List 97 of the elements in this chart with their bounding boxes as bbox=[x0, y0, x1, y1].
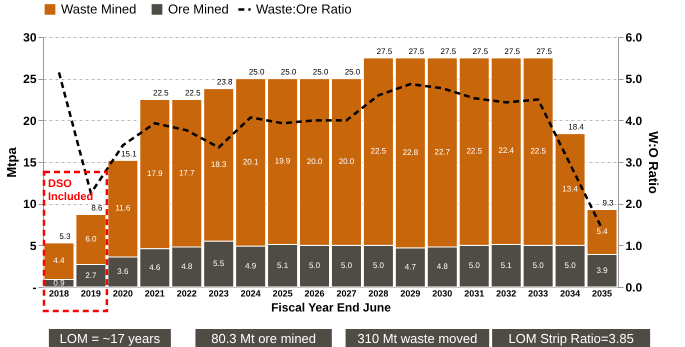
data-label: 20.0 bbox=[338, 157, 355, 166]
legend-label: Ore Mined bbox=[168, 1, 229, 16]
data-label: 5.0 bbox=[468, 261, 480, 270]
data-label: 18.3 bbox=[210, 160, 228, 169]
data-label: 17.7 bbox=[178, 168, 196, 178]
y2-tick-label: 6.0 bbox=[626, 30, 643, 44]
data-label: 22.8 bbox=[402, 148, 419, 157]
legend-label: Waste:Ore Ratio bbox=[256, 2, 352, 16]
total-label: 27.5 bbox=[408, 46, 425, 56]
data-label: 3.6 bbox=[117, 267, 129, 276]
total-label: 15.1 bbox=[121, 149, 138, 158]
data-label: 0.9 bbox=[53, 278, 66, 288]
data-label: 5.5 bbox=[213, 259, 225, 268]
y2-tick-label: 0.0 bbox=[626, 280, 643, 294]
x-tick-label: 2027 bbox=[336, 288, 356, 298]
x-tick-label: 2030 bbox=[432, 288, 452, 298]
total-label: 27.5 bbox=[504, 46, 521, 56]
y2-tick-label: 5.0 bbox=[626, 72, 643, 86]
y2-axis-title: W:O Ratio bbox=[646, 131, 662, 194]
data-label: 5.1 bbox=[500, 260, 512, 270]
data-label: 5.4 bbox=[596, 227, 608, 236]
x-tick-label: 2033 bbox=[528, 288, 548, 298]
data-label: 22.5 bbox=[370, 146, 387, 156]
y-axis-title: Mtpa bbox=[4, 146, 20, 178]
x-tick-label: 2035 bbox=[592, 288, 612, 298]
total-label: 5.3 bbox=[59, 232, 72, 241]
data-label: 4.7 bbox=[404, 262, 416, 272]
data-label: 22.5 bbox=[466, 146, 483, 156]
x-tick-label: 2019 bbox=[80, 288, 101, 298]
data-label: 20.1 bbox=[242, 157, 259, 166]
data-label: 22.5 bbox=[530, 146, 546, 156]
text: 310 Mt waste moved bbox=[357, 331, 478, 346]
x-tick-label: 2023 bbox=[208, 288, 229, 298]
data-label: 5.1 bbox=[277, 260, 289, 270]
data-label: 4.4 bbox=[53, 256, 66, 266]
data-label: 4.6 bbox=[149, 262, 161, 272]
total-label: 9.3 bbox=[602, 198, 614, 208]
data-label: 20.0 bbox=[306, 157, 323, 166]
annotation: DSO Included bbox=[48, 178, 94, 203]
x-tick-label: 2029 bbox=[400, 288, 420, 298]
text: LOM Strip Ratio=3.85 bbox=[508, 331, 634, 346]
total-label: 25.0 bbox=[344, 68, 361, 77]
x-tick-label: 2028 bbox=[368, 288, 388, 298]
data-label: 11.6 bbox=[115, 204, 131, 213]
x-tick-label: 2026 bbox=[304, 288, 325, 298]
data-label: 19.9 bbox=[274, 156, 291, 166]
data-label: 5.0 bbox=[340, 261, 353, 270]
data-label: 6.0 bbox=[85, 234, 98, 244]
x-tick-label: 2021 bbox=[144, 288, 165, 298]
y-tick-label: 10 bbox=[23, 197, 37, 212]
x-tick-label: 2024 bbox=[240, 288, 261, 298]
y-tick-label: 30 bbox=[23, 30, 37, 44]
x-tick-label: 2025 bbox=[272, 288, 293, 298]
data-label: 22.4 bbox=[498, 146, 515, 156]
x-axis-title: Fiscal Year End June bbox=[271, 300, 392, 314]
data-label: 13.4 bbox=[562, 184, 578, 194]
x-tick-label: 2034 bbox=[560, 288, 580, 298]
total-label: 27.5 bbox=[440, 46, 457, 56]
data-label: 4.8 bbox=[436, 262, 448, 271]
data-label: 3.9 bbox=[596, 266, 608, 275]
total-label: 22.5 bbox=[184, 88, 202, 98]
total-label: 25.0 bbox=[312, 68, 329, 77]
total-label: 23.8 bbox=[216, 78, 234, 87]
total-label: 25.0 bbox=[248, 68, 265, 77]
data-label: 17.9 bbox=[147, 169, 164, 178]
x-tick-label: 2022 bbox=[176, 288, 197, 298]
data-label: 2.7 bbox=[85, 270, 98, 280]
y2-tick-label: 2.0 bbox=[626, 197, 643, 212]
x-tick-label: 2031 bbox=[464, 288, 484, 298]
total-label: 18.4 bbox=[568, 122, 584, 132]
data-label: 22.7 bbox=[434, 147, 451, 156]
total-label: 27.5 bbox=[536, 46, 552, 56]
y-tick-label: 20 bbox=[23, 114, 37, 128]
total-label: 8.6 bbox=[91, 204, 104, 212]
data-label: 5.0 bbox=[564, 261, 576, 270]
total-label: 22.5 bbox=[153, 88, 170, 98]
data-label: 5.0 bbox=[308, 261, 321, 270]
x-tick-label: 2018 bbox=[48, 288, 69, 298]
y-tick-label: 25 bbox=[23, 72, 37, 86]
legend-label: Waste Mined bbox=[61, 1, 136, 16]
text: 80.3 Mt ore mined bbox=[211, 331, 316, 346]
y2-tick-label: 4.0 bbox=[626, 114, 643, 128]
y-tick-label: - bbox=[32, 280, 36, 294]
text: LOM = ~17 years bbox=[60, 331, 161, 346]
y2-tick-label: 1.0 bbox=[626, 238, 643, 253]
data-label: 4.9 bbox=[245, 262, 257, 271]
y2-tick-label: 3.0 bbox=[626, 156, 643, 170]
data-label: 5.0 bbox=[372, 261, 385, 270]
data-label: 4.8 bbox=[181, 262, 193, 271]
total-label: 25.0 bbox=[280, 68, 297, 77]
x-tick-label: 2020 bbox=[112, 288, 133, 298]
total-label: 27.5 bbox=[472, 46, 489, 56]
y-tick-label: 15 bbox=[23, 156, 37, 170]
y-tick-label: 5 bbox=[30, 238, 37, 253]
data-label: 5.0 bbox=[532, 261, 544, 270]
total-label: 27.5 bbox=[376, 46, 393, 56]
x-tick-label: 2032 bbox=[496, 288, 516, 298]
